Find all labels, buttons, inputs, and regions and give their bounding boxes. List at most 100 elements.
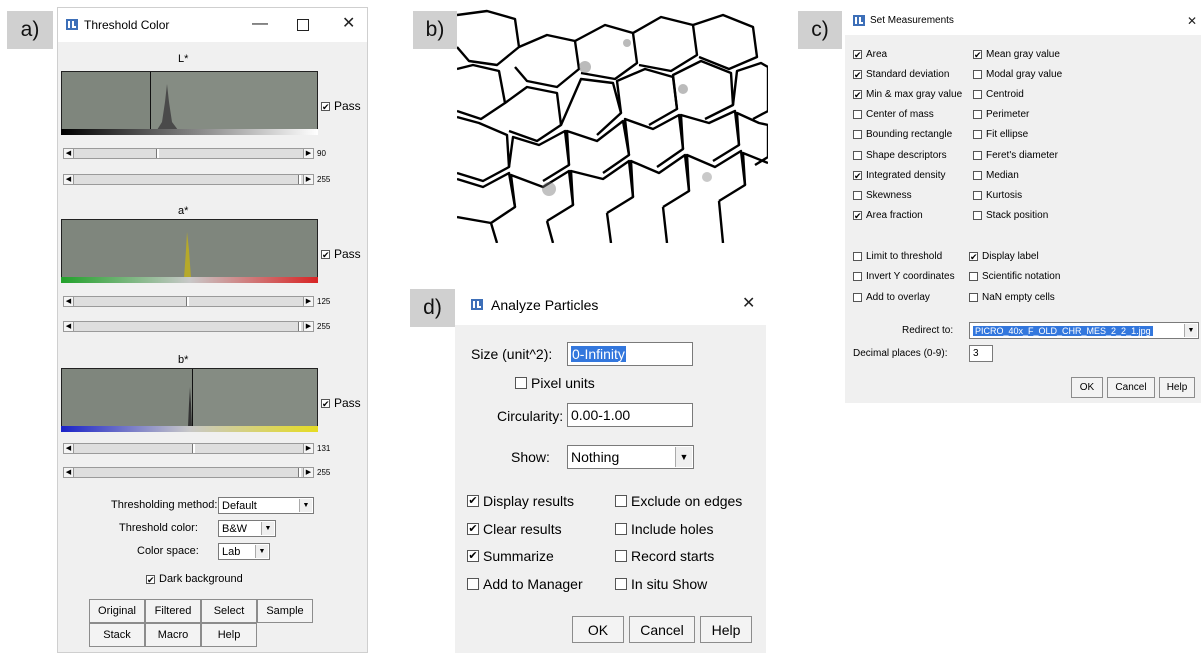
chevron-down-icon: ▼	[675, 447, 692, 467]
nan-empty-cells-checkbox[interactable]: NaN empty cells	[969, 292, 1055, 303]
channel-a-label: a*	[178, 205, 189, 217]
circularity-input[interactable]: 0.00-1.00	[567, 403, 693, 427]
threshold-color-window: Threshold Color — ✕ L* ✔ Pass ◀ ▶ 90 ◀ ▶ 25…	[57, 7, 368, 653]
measure-std-dev-checkbox[interactable]: ✔ Standard deviation	[853, 69, 950, 80]
scientific-notation-checkbox[interactable]: Scientific notation	[969, 271, 1060, 282]
panel-label-d: d)	[410, 289, 455, 327]
summarize-checkbox[interactable]: ✔ Summarize	[467, 548, 554, 564]
measure-min-max-checkbox[interactable]: ✔ Min & max gray value	[853, 89, 963, 100]
help-button[interactable]: Help	[201, 623, 257, 647]
measure-skewness-checkbox[interactable]: Skewness	[853, 190, 912, 201]
pass-a-checkbox[interactable]: ✔ Pass	[321, 247, 361, 261]
invert-y-checkbox[interactable]: Invert Y coordinates	[853, 271, 955, 282]
select-button[interactable]: Select	[201, 599, 257, 623]
measure-center-of-mass-checkbox[interactable]: Center of mass	[853, 109, 934, 120]
display-results-checkbox[interactable]: ✔ Display results	[467, 493, 575, 509]
include-holes-checkbox[interactable]: Include holes	[615, 521, 714, 537]
channel-L-label: L*	[178, 53, 189, 65]
stack-button[interactable]: Stack	[89, 623, 145, 647]
measure-feret-checkbox[interactable]: Feret's diameter	[973, 150, 1058, 161]
histogram-L	[61, 71, 318, 131]
slider-L-max[interactable]: ◀ ▶	[63, 174, 314, 185]
help-button[interactable]: Help	[1159, 377, 1195, 398]
measure-area-fraction-checkbox[interactable]: ✔ Area fraction	[853, 210, 923, 221]
binary-cell-image	[457, 7, 768, 243]
measure-kurtosis-checkbox[interactable]: Kurtosis	[973, 190, 1022, 201]
histogram-a-peak	[184, 232, 191, 278]
measure-perimeter-checkbox[interactable]: Perimeter	[973, 109, 1029, 120]
slider-b-max[interactable]: ◀ ▶	[63, 467, 314, 478]
decimal-places-label: Decimal places (0-9):	[853, 348, 948, 359]
clear-results-checkbox[interactable]: ✔ Clear results	[467, 521, 562, 537]
add-to-overlay-checkbox[interactable]: Add to overlay	[853, 292, 930, 303]
histogram-L-peak	[157, 84, 178, 130]
measure-fit-ellipse-checkbox[interactable]: Fit ellipse	[973, 129, 1028, 140]
display-label-checkbox[interactable]: ✔ Display label	[969, 251, 1039, 262]
maximize-icon[interactable]	[297, 19, 309, 31]
thresholding-method-select[interactable]: Default ▼	[218, 497, 314, 514]
measure-area-checkbox[interactable]: ✔ Area	[853, 49, 888, 60]
cancel-button[interactable]: Cancel	[629, 616, 695, 643]
slider-b-min[interactable]: ◀ ▶	[63, 443, 314, 454]
gradient-b	[61, 426, 318, 432]
threshold-color-label: Threshold color:	[119, 522, 198, 534]
measure-integrated-density-checkbox[interactable]: ✔ Integrated density	[853, 170, 946, 181]
set-measurements-window: Set Measurements ✕ ✔ Area ✔ Standard devia…	[845, 7, 1201, 403]
measure-median-checkbox[interactable]: Median	[973, 170, 1019, 181]
circularity-label: Circularity:	[497, 408, 564, 424]
slider-L-min[interactable]: ◀ ▶	[63, 148, 314, 159]
ok-button[interactable]: OK	[572, 616, 624, 643]
close-icon[interactable]: ✕	[342, 15, 356, 32]
slider-b-min-value: 131	[317, 444, 331, 453]
gradient-a	[61, 277, 318, 283]
chevron-down-icon: ▼	[261, 522, 274, 535]
measure-modal-gray-checkbox[interactable]: Modal gray value	[973, 69, 1062, 80]
sample-button[interactable]: Sample	[257, 599, 313, 623]
original-button[interactable]: Original	[89, 599, 145, 623]
threshold-color-select[interactable]: B&W ▼	[218, 520, 276, 537]
chevron-down-icon: ▼	[1184, 324, 1197, 337]
redirect-select[interactable]: PICRO_40x_F_OLD_CHR_MES_2_2_1.jpg ▼	[969, 322, 1199, 339]
help-button[interactable]: Help	[700, 616, 752, 643]
cancel-button[interactable]: Cancel	[1107, 377, 1155, 398]
size-label: Size (unit^2):	[471, 346, 553, 362]
imagej-app-icon	[471, 299, 483, 310]
measure-mean-gray-checkbox[interactable]: ✔ Mean gray value	[973, 49, 1060, 60]
close-icon[interactable]: ✕	[742, 295, 756, 312]
analyze-particles-titlebar: Analyze Particles ✕	[455, 283, 766, 325]
macro-button[interactable]: Macro	[145, 623, 201, 647]
pass-L-checkbox[interactable]: ✔ Pass	[321, 99, 361, 113]
slider-a-max[interactable]: ◀ ▶	[63, 321, 314, 332]
measure-centroid-checkbox[interactable]: Centroid	[973, 89, 1024, 100]
close-icon[interactable]: ✕	[1187, 14, 1198, 28]
imagej-app-icon	[66, 19, 78, 30]
slider-a-min-value: 125	[317, 297, 331, 306]
pass-b-checkbox[interactable]: ✔ Pass	[321, 396, 361, 410]
exclude-on-edges-checkbox[interactable]: Exclude on edges	[615, 493, 742, 509]
threshold-range-b	[192, 369, 317, 427]
decimal-places-input[interactable]: 3	[969, 345, 993, 362]
histogram-b-peak	[188, 387, 192, 427]
pixel-units-checkbox[interactable]: Pixel units	[515, 375, 595, 391]
add-to-manager-checkbox[interactable]: Add to Manager	[467, 576, 583, 592]
ok-button[interactable]: OK	[1071, 377, 1103, 398]
limit-to-threshold-checkbox[interactable]: Limit to threshold	[853, 251, 942, 262]
panel-label-c: c)	[798, 11, 842, 49]
threshold-titlebar: Threshold Color — ✕	[58, 8, 367, 42]
slider-L-min-value: 90	[317, 149, 326, 158]
size-input[interactable]: 0-Infinity	[567, 342, 693, 366]
measure-bounding-rect-checkbox[interactable]: Bounding rectangle	[853, 129, 952, 140]
color-space-select[interactable]: Lab ▼	[218, 543, 270, 560]
show-label: Show:	[511, 449, 550, 465]
filtered-button[interactable]: Filtered	[145, 599, 201, 623]
measure-shape-descriptors-checkbox[interactable]: Shape descriptors	[853, 150, 947, 161]
in-situ-show-checkbox[interactable]: In situ Show	[615, 576, 707, 592]
dark-background-checkbox[interactable]: ✔ Dark background	[146, 573, 243, 585]
slider-a-min[interactable]: ◀ ▶	[63, 296, 314, 307]
measure-stack-position-checkbox[interactable]: Stack position	[973, 210, 1048, 221]
record-starts-checkbox[interactable]: Record starts	[615, 548, 714, 564]
show-select[interactable]: Nothing ▼	[567, 445, 694, 469]
minimize-icon[interactable]: —	[252, 15, 268, 32]
threshold-title: Threshold Color	[84, 18, 170, 32]
set-measurements-titlebar: Set Measurements ✕	[845, 7, 1201, 35]
